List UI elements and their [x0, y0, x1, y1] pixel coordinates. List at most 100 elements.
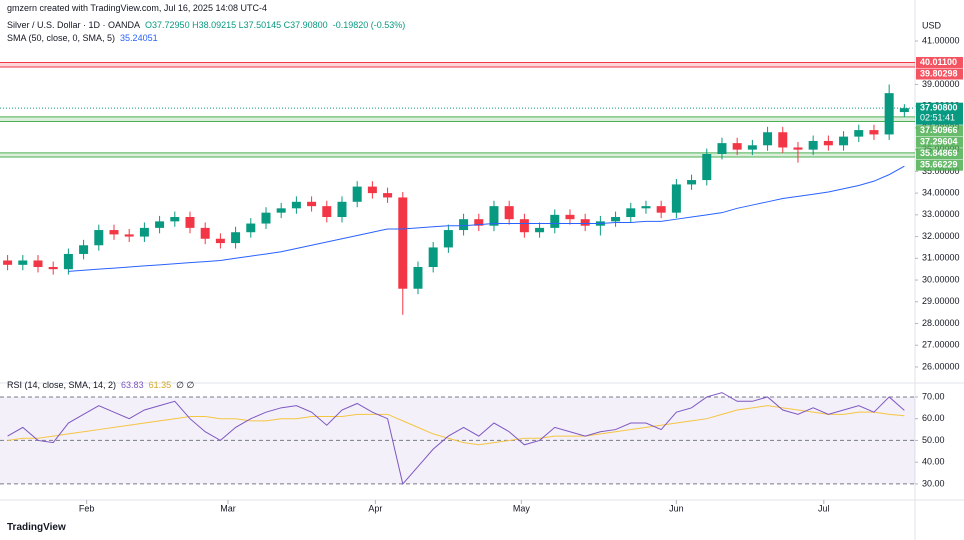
y-tick-label: 28.00000 [922, 318, 960, 328]
candle-body [550, 214, 560, 228]
candle-body [48, 266, 58, 270]
candle-body [322, 206, 332, 218]
candle-body [565, 214, 575, 220]
candle-body [307, 201, 317, 207]
axis-label: 35.84869 [920, 148, 958, 158]
x-tick-label: Jun [669, 503, 684, 513]
axis-label: 39.80298 [920, 68, 958, 78]
y-tick-label: 41.00000 [922, 35, 960, 45]
candle-body [33, 260, 43, 267]
axis-label: 37.90800 [920, 103, 958, 113]
candle-body [155, 221, 165, 228]
logo: TradingView [7, 522, 71, 533]
candle-body [413, 266, 423, 289]
y-tick-label: 70.00 [922, 391, 945, 401]
axis-label: 35.66229 [920, 160, 958, 170]
axis-label-box [916, 148, 963, 160]
x-tick-label: Apr [368, 503, 382, 513]
x-tick-label: Mar [220, 503, 236, 513]
rsi-value: 63.83 [121, 380, 144, 390]
axis-label: 40.01100 [920, 57, 957, 67]
candle-body [504, 206, 514, 220]
axis-label-box [916, 125, 963, 137]
x-tick-label: Feb [79, 503, 95, 513]
candle-body [580, 219, 590, 226]
candle-body [535, 227, 545, 233]
candle-body [443, 230, 453, 248]
candle-body [139, 227, 149, 237]
logo-text: TradingView [7, 522, 66, 533]
candle-body [276, 208, 286, 213]
axis-label: 37.29604 [920, 137, 958, 147]
candle-body [170, 217, 180, 222]
candle-body [489, 206, 499, 226]
y-tick-label: 29.00000 [922, 296, 960, 306]
candle-body [519, 219, 529, 233]
y-tick-label: 34.00000 [922, 187, 960, 197]
candle-body [854, 130, 864, 137]
candle-body [732, 143, 742, 150]
candle-body [823, 140, 833, 146]
rsi-header: RSI (14, close, SMA, 14, 2) 63.83 61.35 ∅ ∅ [7, 380, 199, 391]
candle-body [808, 140, 818, 150]
candle-body [656, 206, 666, 213]
candle-body [702, 153, 712, 181]
axis-label: 37.50966 [920, 125, 958, 135]
candle-body [215, 238, 225, 244]
x-tick-label: Jul [818, 503, 830, 513]
axis-label-box [916, 136, 963, 148]
rsi-line [7, 392, 905, 485]
candle-body [383, 193, 393, 198]
x-tick-label: May [513, 503, 531, 513]
candle-body [641, 206, 651, 209]
axis-label-box [916, 56, 963, 68]
zone [0, 62, 915, 68]
symbol: Silver / U.S. Dollar · 1D · OANDA [7, 20, 141, 30]
candle-body [352, 186, 362, 202]
y-tick-label: 26.00000 [922, 361, 960, 371]
y-tick-label: 35.00000 [922, 166, 960, 176]
y-tick-label: 50.00 [922, 435, 945, 445]
y-tick-label: 33.00000 [922, 209, 960, 219]
candle-body [261, 212, 271, 224]
candle-body [200, 227, 210, 239]
zone [0, 152, 915, 157]
candle-body [793, 147, 803, 150]
candle-body [839, 136, 849, 146]
axis-label-box [916, 102, 963, 125]
candle-body [687, 180, 697, 185]
sma-name: SMA (50, close, 0, SMA, 5) [7, 33, 116, 43]
credit: gmzern created with TradingView.com, Jul… [7, 3, 267, 13]
y-tick-label: 30.00000 [922, 274, 960, 284]
sma-header: SMA (50, close, 0, SMA, 5) 35.24051 [7, 33, 163, 43]
candle-body [94, 230, 104, 246]
y-tick-label: 60.00 [922, 413, 945, 423]
candle-body [747, 145, 757, 150]
sma-value: 35.24051 [120, 33, 158, 43]
candle-body [185, 217, 195, 228]
candle-body [717, 143, 727, 154]
rsi-name: RSI (14, close, SMA, 14, 2) [7, 380, 117, 390]
candle-body [124, 234, 134, 237]
rsi-line [7, 405, 905, 446]
ohlc: O37.72950 H38.09215 L37.50145 C37.90800 [145, 20, 328, 30]
zone [0, 116, 915, 122]
symbol-header: Silver / U.S. Dollar · 1D · OANDA O37.729… [7, 20, 410, 30]
candle-body [291, 201, 301, 209]
axis-label-box [916, 68, 963, 80]
candle-body [611, 217, 621, 222]
y-tick-label: 30.00 [922, 478, 945, 488]
candle-body [763, 132, 773, 146]
candle-body [474, 219, 484, 226]
y-tick-label: 31.00000 [922, 253, 960, 263]
y-tick-label: 40.00 [922, 457, 945, 467]
countdown: 02:51:41 [920, 113, 955, 123]
candle-body [63, 253, 73, 270]
y-tick-label: 39.00000 [922, 79, 960, 89]
candle-body [3, 260, 13, 265]
candle-body [337, 201, 347, 218]
y-tick-label: 27.00000 [922, 340, 960, 350]
candle-body [109, 230, 119, 235]
